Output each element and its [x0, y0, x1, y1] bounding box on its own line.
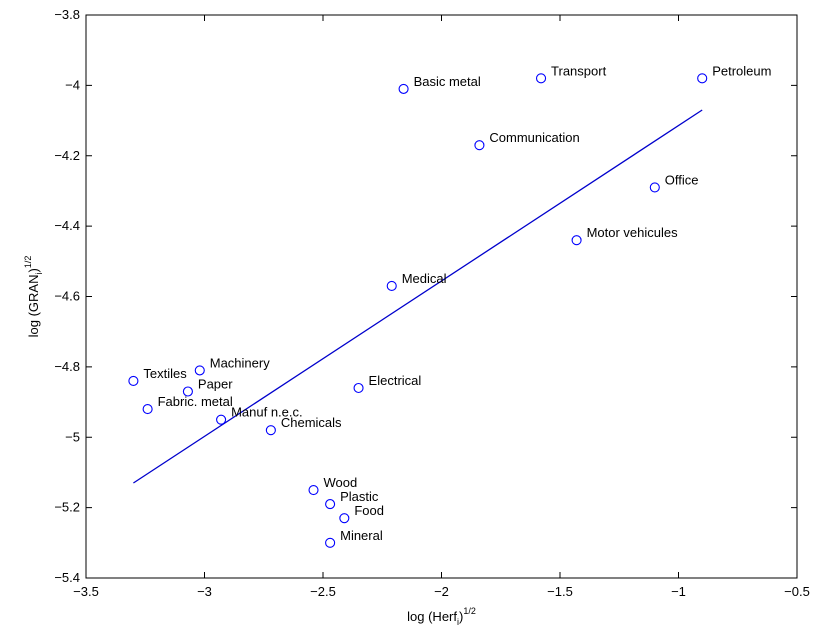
point-label: Motor vehicules	[587, 225, 679, 240]
point-label: Electrical	[369, 373, 422, 388]
data-point	[265, 425, 276, 436]
y-axis: −3.8 −4 −4.2 −4.4 −4.6 −4.8 −5 −5.2 −5.4	[54, 7, 797, 585]
x-axis-label-close: )	[459, 609, 463, 624]
data-point	[194, 365, 205, 376]
x-tick-label: −0.5	[784, 584, 810, 599]
x-axis: −3.5 −3 −2.5 −2 −1.5 −1 −0.5	[73, 15, 810, 599]
y-tick-label: −4.2	[54, 148, 80, 163]
x-tick-label: −1.5	[547, 584, 573, 599]
x-tick-label: −3	[197, 584, 212, 599]
point-label: Manuf n.e.c.	[231, 405, 303, 420]
fit-line	[133, 109, 703, 484]
point-label: Plastic	[340, 489, 379, 504]
point-label: Food	[354, 503, 384, 518]
point-label: Paper	[198, 377, 233, 392]
point-label: Petroleum	[712, 63, 771, 78]
data-point	[308, 484, 319, 496]
data-points	[128, 73, 708, 548]
data-point	[325, 499, 336, 510]
data-point	[535, 73, 547, 84]
x-axis-label-main: log (Herf	[407, 609, 457, 624]
point-label: Chemicals	[281, 415, 342, 430]
y-tick-label: −4.8	[54, 359, 80, 374]
x-tick-label: −2.5	[310, 584, 336, 599]
y-tick-label: −5.2	[54, 500, 80, 515]
point-label: Fabric. metal	[158, 394, 233, 409]
data-point	[353, 382, 364, 394]
data-point	[182, 386, 193, 397]
point-label: Basic metal	[414, 74, 481, 89]
y-axis-label-sup: 1/2	[23, 256, 33, 269]
data-point	[339, 513, 350, 524]
point-label: Mineral	[340, 528, 383, 543]
y-axis-label-close: )	[26, 268, 41, 272]
point-labels: Petroleum Transport Basic metal Communicati…	[143, 63, 771, 542]
y-tick-label: −4	[65, 77, 80, 92]
data-point	[398, 83, 409, 94]
data-point	[649, 182, 660, 193]
point-label: Transport	[551, 63, 607, 78]
y-axis-label-main: log (GRAN	[26, 275, 41, 338]
fit-line-group	[133, 109, 703, 484]
data-point	[697, 73, 708, 84]
x-axis-label-sup: 1/2	[463, 606, 476, 616]
data-point	[386, 280, 397, 291]
x-tick-label: −3.5	[73, 584, 99, 599]
y-tick-label: −5.4	[54, 570, 80, 585]
data-point	[216, 414, 227, 425]
x-tick-label: −1	[671, 584, 686, 599]
plot-frame	[85, 14, 798, 579]
y-tick-label: −5	[65, 429, 80, 444]
plot-area	[85, 14, 798, 579]
point-label: Office	[665, 172, 699, 187]
y-tick-label: −4.4	[54, 218, 80, 233]
x-axis-label-sub: i	[457, 617, 459, 627]
y-tick-label: −4.6	[54, 289, 80, 304]
point-label: Communication	[489, 130, 579, 145]
data-point	[474, 140, 485, 151]
y-axis-label-sub: i	[34, 273, 44, 275]
point-label: Medical	[402, 271, 447, 286]
data-point	[571, 235, 582, 246]
x-tick-label: −2	[434, 584, 449, 599]
point-label: Wood	[324, 475, 358, 490]
point-label: Machinery	[210, 355, 270, 370]
x-axis-label: log (Herfi)1/2	[407, 606, 476, 627]
y-tick-label: −3.8	[54, 7, 80, 22]
data-point	[128, 375, 139, 387]
data-point	[142, 404, 153, 415]
y-axis-label: log (GRANi)1/2	[23, 256, 44, 338]
point-label: Textiles	[143, 366, 187, 381]
data-point	[325, 537, 336, 548]
